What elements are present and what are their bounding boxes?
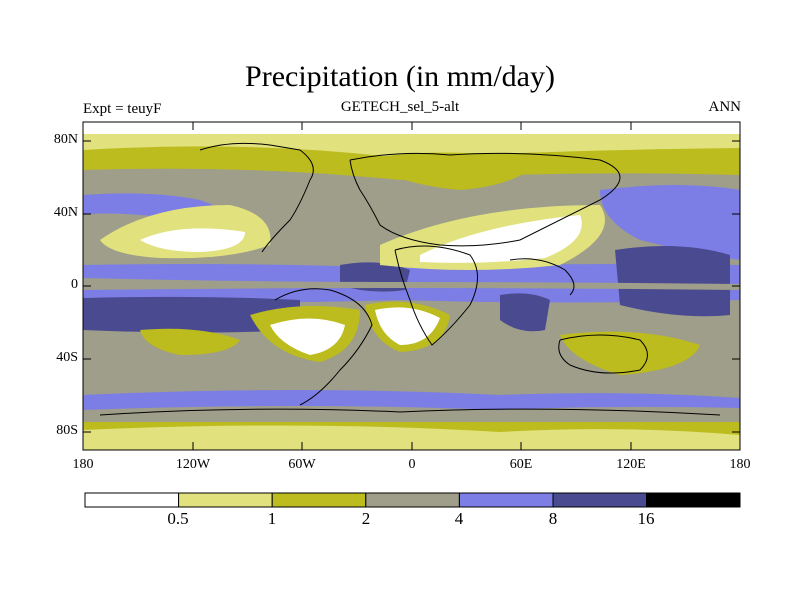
colorbar-label-4: 4 [454, 509, 464, 528]
colorbar [84, 492, 741, 508]
colorbar-box-7 [646, 492, 741, 508]
se-pacific-dry [270, 318, 345, 355]
lat-label-40n: 40N [53, 205, 78, 220]
precipitation-field [83, 122, 740, 450]
lat-label-40s: 40S [56, 350, 78, 365]
colorbar-label-1: 1 [267, 509, 277, 528]
colorbar-label-0-5: 0.5 [167, 509, 189, 528]
colorbar-box-2 [178, 492, 273, 508]
lon-label-180w: 180 [72, 457, 94, 472]
colorbar-label-8: 8 [548, 509, 558, 528]
lon-label-120w: 120W [175, 457, 211, 472]
colorbar-box-5 [458, 492, 554, 508]
lon-label-120e: 120E [616, 457, 646, 472]
np-subtropical-dry [140, 228, 245, 252]
warm-pool-max [615, 246, 730, 317]
season-label: ANN [708, 99, 742, 115]
experiment-label: Expt = teuyF [83, 101, 162, 117]
plot-subtitle: GETECH_sel_5-alt [340, 99, 460, 115]
colorbar-box-4 [365, 492, 460, 508]
lon-label-60w: 60W [288, 457, 316, 472]
colorbar-box-1 [84, 492, 180, 508]
colorbar-box-6 [552, 492, 648, 508]
coastlines [99, 142, 721, 416]
colorbar-label-16: 16 [637, 509, 655, 528]
colorbar-label-2: 2 [361, 509, 371, 528]
lon-label-0: 0 [408, 457, 416, 472]
lon-label-60e: 60E [509, 457, 533, 472]
plot-title: Precipitation (in mm/day) [245, 60, 555, 93]
lon-label-180e: 180 [729, 457, 751, 472]
lat-label-80s: 80S [56, 423, 78, 438]
lat-label-0: 0 [71, 277, 78, 292]
lat-label-80n: 80N [53, 132, 78, 147]
sahara-dry [420, 215, 582, 263]
se-atlantic-dry [375, 307, 440, 345]
axis-ticks [82, 122, 741, 450]
colorbar-box-3 [271, 492, 367, 508]
